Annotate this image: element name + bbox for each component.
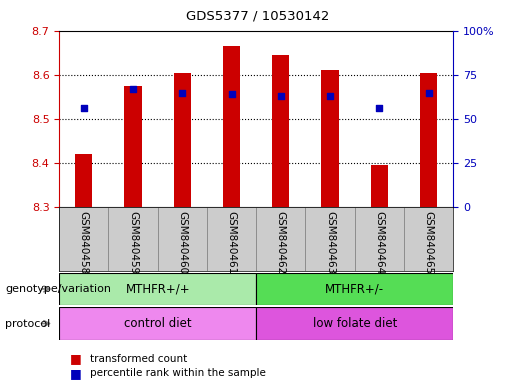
- Text: genotype/variation: genotype/variation: [5, 284, 111, 294]
- Bar: [371, 166, 388, 207]
- Text: GSM840463: GSM840463: [325, 210, 335, 274]
- Bar: [420, 73, 437, 207]
- Text: ■: ■: [70, 367, 81, 380]
- Bar: [321, 70, 339, 207]
- Bar: [256, 273, 453, 305]
- Point: [424, 89, 433, 96]
- Text: GSM840461: GSM840461: [227, 210, 236, 274]
- Text: percentile rank within the sample: percentile rank within the sample: [90, 368, 266, 378]
- Bar: [59, 207, 109, 271]
- Text: MTHFR+/-: MTHFR+/-: [325, 283, 384, 295]
- Bar: [109, 207, 158, 271]
- Bar: [355, 207, 404, 271]
- Text: ■: ■: [70, 353, 81, 366]
- Point: [375, 105, 384, 111]
- Bar: [207, 207, 256, 271]
- Point: [326, 93, 334, 99]
- Bar: [125, 86, 142, 207]
- Text: control diet: control diet: [124, 317, 192, 330]
- Point: [80, 105, 88, 111]
- Text: GSM840464: GSM840464: [374, 210, 384, 274]
- Text: GSM840459: GSM840459: [128, 210, 138, 274]
- Bar: [272, 55, 289, 207]
- Text: protocol: protocol: [5, 318, 50, 329]
- Bar: [223, 46, 240, 207]
- Text: GSM840465: GSM840465: [423, 210, 434, 274]
- Text: low folate diet: low folate diet: [313, 317, 397, 330]
- Text: MTHFR+/+: MTHFR+/+: [126, 283, 190, 295]
- Bar: [59, 273, 256, 305]
- Text: GSM840460: GSM840460: [177, 210, 187, 274]
- Bar: [256, 207, 305, 271]
- Point: [277, 93, 285, 99]
- Bar: [256, 307, 453, 340]
- Bar: [75, 154, 93, 207]
- Point: [129, 86, 137, 92]
- Bar: [305, 207, 355, 271]
- Bar: [404, 207, 453, 271]
- Point: [228, 91, 236, 98]
- Bar: [158, 207, 207, 271]
- Bar: [59, 307, 256, 340]
- Text: GDS5377 / 10530142: GDS5377 / 10530142: [186, 10, 329, 23]
- Text: transformed count: transformed count: [90, 354, 187, 364]
- Text: GSM840458: GSM840458: [79, 210, 89, 274]
- Text: GSM840462: GSM840462: [276, 210, 286, 274]
- Point: [178, 89, 186, 96]
- Bar: [174, 73, 191, 207]
